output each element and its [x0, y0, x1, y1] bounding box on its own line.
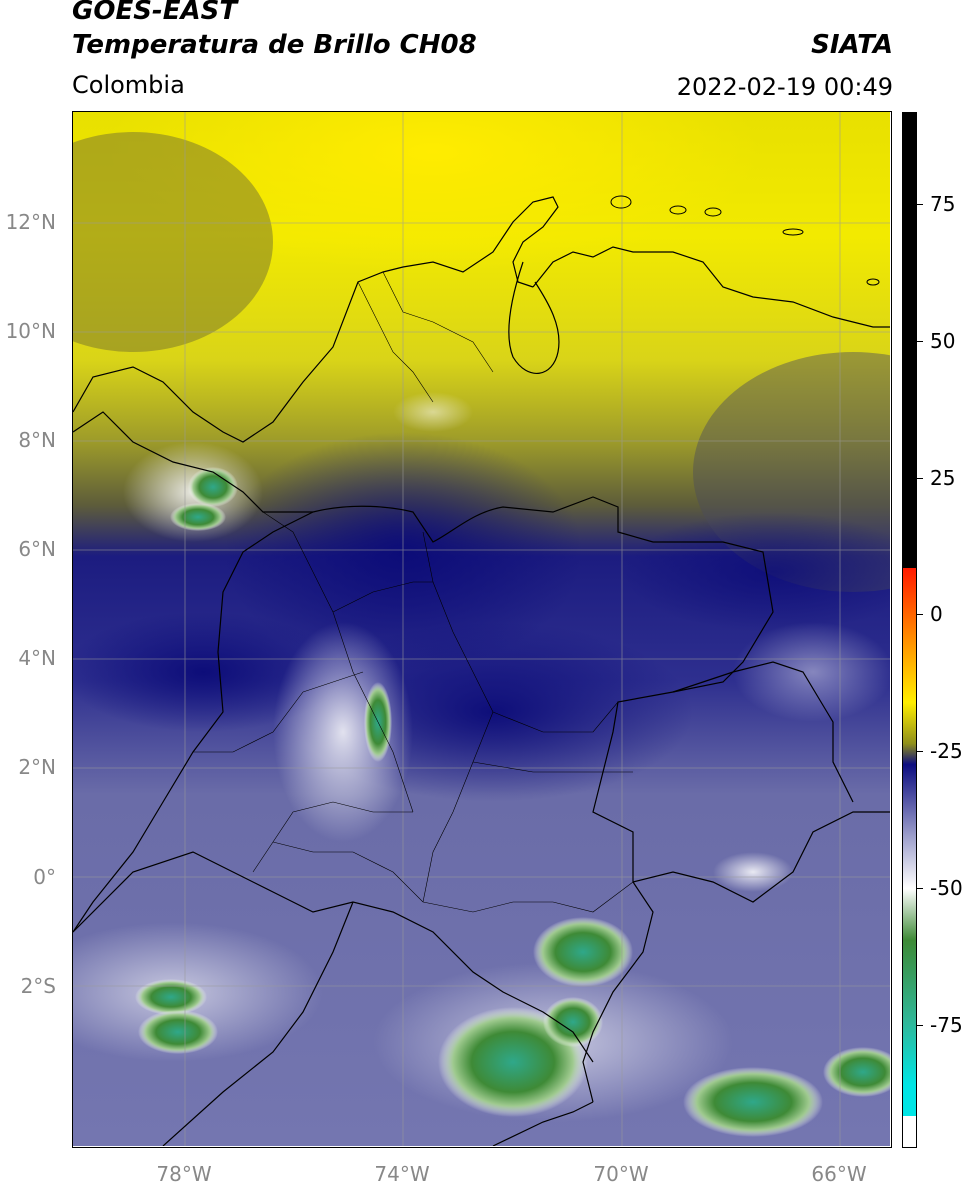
lat-label-10n: 10°N — [5, 319, 56, 343]
colorbar-tick — [917, 614, 923, 615]
colorbar-label-75: 75 — [930, 192, 956, 216]
title-product: Temperatura de Brillo CH08 — [72, 30, 477, 60]
lat-label-0: 0° — [33, 865, 56, 889]
department-borders — [193, 271, 634, 913]
lon-label-74w: 74°W — [374, 1162, 430, 1186]
lat-label-6n: 6°N — [18, 537, 56, 561]
lat-label-2s: 2°S — [20, 974, 56, 998]
colorbar-tick — [917, 751, 923, 752]
colorbar-label-0: 0 — [930, 602, 943, 626]
title-satellite: GOES-EAST — [72, 0, 238, 26]
colorbar-label-minus75: -75 — [930, 1013, 963, 1037]
region-label: Colombia — [72, 71, 185, 99]
lat-label-2n: 2°N — [18, 755, 56, 779]
colorbar-tick — [917, 478, 923, 479]
colorbar-label-50: 50 — [930, 329, 956, 353]
country-borders — [73, 196, 890, 1146]
colorbar-tick — [917, 341, 923, 342]
lon-label-78w: 78°W — [156, 1162, 212, 1186]
organization-label: SIATA — [811, 30, 893, 60]
colorbar — [902, 112, 917, 1148]
colorbar-label-minus50: -50 — [930, 876, 963, 900]
graticule — [73, 112, 890, 1146]
colorbar-tick — [917, 204, 923, 205]
lat-label-12n: 12°N — [5, 210, 56, 234]
colorbar-tick — [917, 1025, 923, 1026]
lat-label-4n: 4°N — [18, 646, 56, 670]
islands — [610, 195, 880, 286]
satellite-map — [72, 111, 892, 1148]
lon-label-70w: 70°W — [593, 1162, 649, 1186]
colorbar-label-minus25: -25 — [930, 739, 963, 763]
timestamp-label: 2022-02-19 00:49 — [676, 73, 893, 101]
map-canvas — [73, 112, 890, 1146]
colorbar-tick — [917, 888, 923, 889]
lon-label-66w: 66°W — [811, 1162, 867, 1186]
lat-label-8n: 8°N — [18, 428, 56, 452]
colorbar-label-25: 25 — [930, 466, 956, 490]
